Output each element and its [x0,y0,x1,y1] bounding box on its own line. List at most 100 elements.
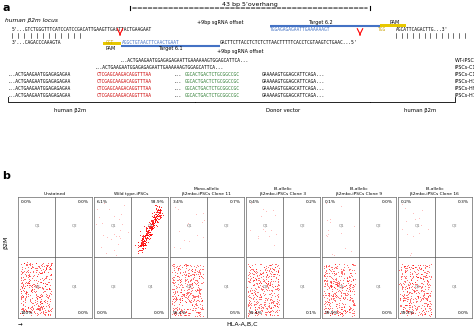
Point [424,302,432,307]
Point [273,261,280,266]
Point [337,278,344,283]
Point [140,237,148,242]
Point [338,270,346,275]
Point [148,225,155,230]
Point [333,283,340,288]
Point [24,292,32,297]
Point [348,298,356,303]
Point [154,212,162,217]
Point [419,295,427,300]
Point [193,297,201,303]
Point [252,269,259,275]
Point [154,219,162,224]
Point [322,233,329,238]
Point [321,273,329,278]
Point [20,309,28,314]
Point [325,298,332,303]
Point [330,272,337,277]
Point [421,311,429,316]
Point [198,295,205,300]
Point [320,278,328,283]
Point [342,292,350,297]
Point [401,269,409,274]
Point [244,261,252,266]
Point [339,267,346,272]
Point [190,295,197,300]
Point [266,283,273,288]
Text: ...ACTGAAGAATGGAGAGAGAA: ...ACTGAAGAATGGAGAGAGAA [8,86,71,91]
Point [18,285,26,290]
Point [27,312,35,318]
Point [267,288,275,293]
Point [339,308,347,314]
Point [147,225,155,230]
Point [402,295,410,300]
Point [182,313,189,318]
Point [398,303,405,308]
Point [264,285,272,291]
Point [47,277,55,282]
Point [413,277,421,282]
Point [170,295,178,300]
Point [36,265,44,270]
Point [326,268,334,273]
Point [334,283,342,288]
Point [192,302,200,307]
Point [274,268,282,273]
Point [269,271,277,277]
Point [250,299,258,304]
Text: human β2m locus: human β2m locus [5,18,58,23]
Point [345,286,353,291]
Point [154,212,162,217]
Point [183,262,191,267]
Point [246,274,254,279]
Point [247,267,255,272]
Point [266,281,274,286]
Point [182,290,190,295]
Point [423,280,431,286]
Point [412,282,419,287]
Point [155,214,163,219]
Point [117,227,124,233]
Point [31,283,39,288]
Point [413,267,420,272]
Point [188,268,195,273]
Point [39,300,46,305]
Point [253,287,260,292]
Point [334,306,341,311]
Point [171,312,179,318]
Point [398,201,406,207]
Point [320,307,328,312]
Point [400,297,407,302]
Point [168,286,175,291]
Point [149,220,157,225]
Point [410,288,418,294]
Text: human β2m: human β2m [54,108,86,113]
Point [406,299,414,305]
Point [169,299,176,304]
Point [274,277,282,282]
Point [183,287,191,293]
Text: GAAAAAGTGGAGCATTCAGA...: GAAAAAGTGGAGCATTCAGA... [262,93,325,98]
Point [176,262,184,267]
Text: ...: ... [173,79,182,84]
Point [272,309,280,314]
Text: CTCGAGCAAGACAGGTTTAA: CTCGAGCAAGACAGGTTTAA [97,79,152,84]
Point [245,273,252,278]
Point [244,303,252,309]
Point [322,277,329,283]
Point [271,286,278,292]
Point [411,295,419,300]
Point [156,213,164,218]
Point [341,292,348,297]
Point [18,296,25,301]
Point [335,312,342,318]
Title: Bi-allelic
β2mko-iPSCs Clone 9: Bi-allelic β2mko-iPSCs Clone 9 [336,187,382,196]
Point [398,286,405,292]
Point [193,313,201,318]
Point [159,213,166,218]
Point [273,268,280,274]
Point [270,299,277,305]
Point [182,265,190,271]
Point [146,225,154,230]
